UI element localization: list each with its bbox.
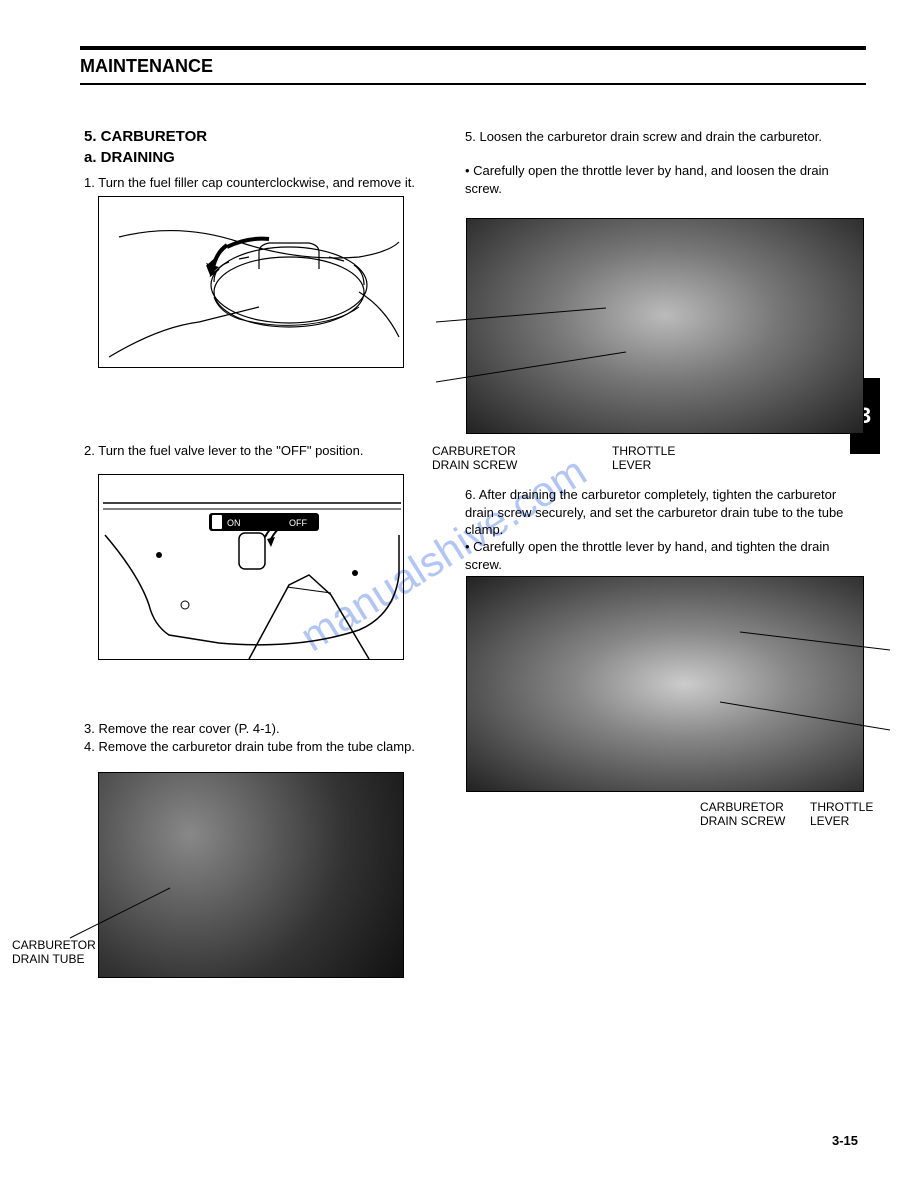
- valve-on-label: ON: [227, 518, 241, 528]
- step-5: 5. Loosen the carburetor drain screw and…: [465, 128, 865, 146]
- step-num: 4.: [84, 739, 95, 754]
- fuel-valve-drawing: ON OFF: [99, 475, 404, 660]
- step-text: Turn the fuel valve lever to the "OFF" p…: [98, 443, 363, 458]
- step-text: Remove the carburetor drain tube from th…: [98, 739, 415, 754]
- footer-page: 3-15: [832, 1133, 858, 1148]
- step-1: 1. Turn the fuel filler cap counterclock…: [84, 174, 424, 192]
- step-2: 2. Turn the fuel valve lever to the "OFF…: [84, 442, 424, 460]
- page-header: MAINTENANCE: [80, 46, 866, 85]
- leader-throttle-1: [436, 350, 636, 390]
- section-title: 5. CARBURETOR: [84, 128, 424, 145]
- step-num: 5.: [465, 129, 476, 144]
- step-num: 1.: [84, 175, 95, 190]
- subsection-title: a. DRAINING: [84, 149, 424, 166]
- step-text: Turn the fuel filler cap counterclockwis…: [98, 175, 415, 190]
- step-6: 6. After draining the carburetor complet…: [465, 486, 865, 539]
- step-num: 6.: [465, 487, 476, 502]
- callout-throttle-lever: THROTTLE LEVER: [612, 444, 675, 472]
- step-text: Remove the rear cover (P. 4-1).: [98, 721, 279, 736]
- step-num: 3.: [84, 721, 95, 736]
- step-num: 2.: [84, 443, 95, 458]
- leader-throttle-2: [720, 700, 900, 740]
- step-6-note: • Carefully open the throttle lever by h…: [465, 538, 865, 573]
- figure-carb-2: [466, 576, 864, 792]
- valve-off-label: OFF: [289, 518, 307, 528]
- callout-drain-screw: CARBURETOR DRAIN SCREW: [432, 444, 517, 472]
- fuel-cap-drawing: [99, 197, 404, 368]
- step-3: 3. Remove the rear cover (P. 4-1).: [84, 720, 424, 738]
- figure-fuel-cap: [98, 196, 404, 368]
- step-text: After draining the carburetor completely…: [465, 487, 843, 537]
- page-title: MAINTENANCE: [80, 50, 866, 83]
- step-4: 4. Remove the carburetor drain tube from…: [84, 738, 424, 756]
- callout-drain-screw-2: CARBURETOR DRAIN SCREW: [700, 800, 785, 828]
- leader-drain-screw-2: [740, 628, 900, 658]
- header-rule-bottom: [80, 83, 866, 85]
- callout-drain-tube: CARBURETOR DRAIN TUBE: [12, 938, 96, 966]
- leader-drain-screw-1: [436, 298, 616, 338]
- step-text: Loosen the carburetor drain screw and dr…: [479, 129, 822, 144]
- step-5-note: • Carefully open the throttle lever by h…: [465, 162, 865, 197]
- left-column: 5. CARBURETOR a. DRAINING 1. Turn the fu…: [84, 128, 424, 192]
- figure-fuel-valve: ON OFF: [98, 474, 404, 660]
- callout-throttle-lever-2: THROTTLE LEVER: [810, 800, 873, 828]
